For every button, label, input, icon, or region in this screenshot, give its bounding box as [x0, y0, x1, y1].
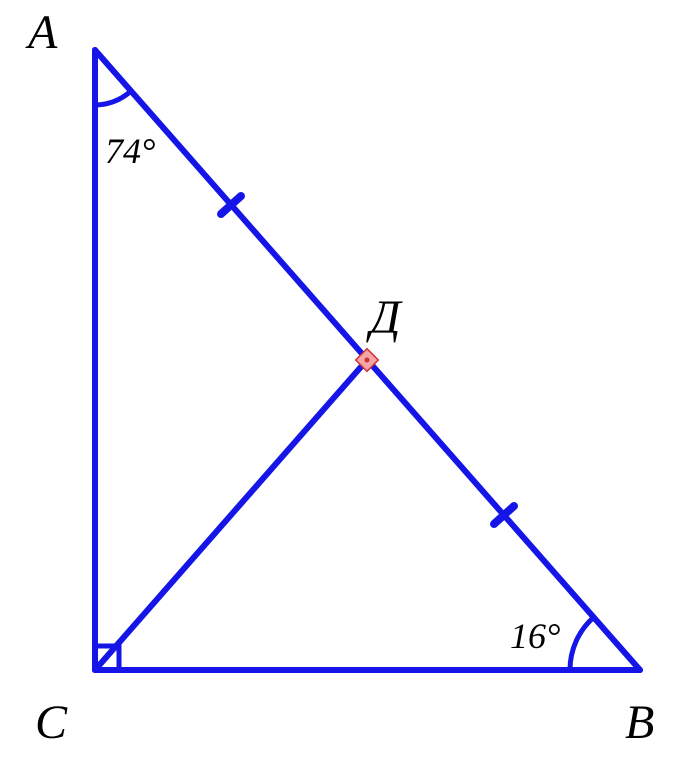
- triangle-diagram: [0, 0, 688, 764]
- vertex-label-c: C: [35, 695, 67, 750]
- angle-arc-b: [570, 617, 594, 670]
- vertex-label-d: Д: [370, 290, 401, 345]
- vertex-label-a: A: [28, 5, 57, 60]
- angle-label-a: 74°: [105, 130, 155, 172]
- median-cd: [95, 360, 367, 670]
- angle-arc-a: [95, 91, 131, 105]
- vertex-label-b: B: [625, 695, 654, 750]
- angle-label-b: 16°: [510, 615, 560, 657]
